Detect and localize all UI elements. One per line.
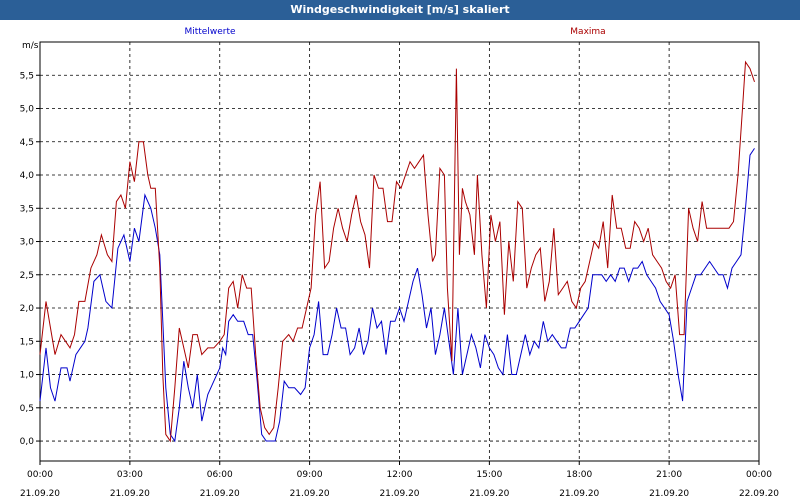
y-tick-label: 0,5 xyxy=(20,404,34,414)
x-axis: 00:00 21.09.20 03:00 21.09.20 06:00 21.09.20 0… xyxy=(20,461,779,499)
y-axis: 0,0 0,5 1,0 1,5 2,0 2,5 3,0 3,5 4,0 4,5 5,0 5,5 xyxy=(20,71,40,447)
y-tick-label: 4,0 xyxy=(20,171,35,181)
y-axis-label: m/s xyxy=(22,41,39,51)
y-tick-label: 5,5 xyxy=(20,71,34,81)
legend-mittelwerte: Mittelwerte xyxy=(184,27,235,37)
x-tick-time: 15:00 xyxy=(476,470,502,480)
x-tick-date: 21.09.20 xyxy=(649,489,689,499)
x-tick-date: 21.09.20 xyxy=(469,489,509,499)
x-tick-time: 21:00 xyxy=(656,470,682,480)
x-tick-date: 22.09.20 xyxy=(739,489,779,499)
y-tick-label: 0,0 xyxy=(20,437,35,447)
chart-area: 0,0 0,5 1,0 1,5 2,0 2,5 3,0 3,5 4,0 4,5 5,0 5,5 00:… xyxy=(0,20,800,500)
y-tick-label: 2,5 xyxy=(20,271,34,281)
x-tick-time: 18:00 xyxy=(566,470,592,480)
grid-lines xyxy=(40,42,759,461)
x-tick-date: 21.09.20 xyxy=(20,489,60,499)
x-tick-time: 06:00 xyxy=(207,470,233,480)
x-tick-time: 00:00 xyxy=(746,470,772,480)
x-tick-time: 00:00 xyxy=(27,470,53,480)
y-tick-label: 3,5 xyxy=(20,204,34,214)
x-tick-time: 12:00 xyxy=(387,470,413,480)
x-tick-time: 09:00 xyxy=(297,470,323,480)
x-tick-date: 21.09.20 xyxy=(559,489,599,499)
wind-speed-chart: 0,0 0,5 1,0 1,5 2,0 2,5 3,0 3,5 4,0 4,5 5,0 5,5 00:… xyxy=(20,27,780,499)
y-tick-label: 5,0 xyxy=(20,105,35,115)
window-title: Windgeschwindigkeit [m/s] skaliert xyxy=(0,0,800,20)
x-tick-date: 21.09.20 xyxy=(200,489,240,499)
series-lines xyxy=(39,60,755,443)
x-tick-time: 03:00 xyxy=(117,470,143,480)
legend-maxima: Maxima xyxy=(570,27,605,37)
y-tick-label: 3,0 xyxy=(20,238,35,248)
x-tick-date: 21.09.20 xyxy=(379,489,419,499)
y-tick-label: 1,5 xyxy=(20,337,34,347)
y-tick-label: 4,5 xyxy=(20,138,34,148)
x-tick-date: 21.09.20 xyxy=(290,489,330,499)
y-tick-label: 1,0 xyxy=(20,371,35,381)
series-line-mittelwerte xyxy=(39,148,755,443)
series-line-maxima xyxy=(39,60,755,443)
x-tick-date: 21.09.20 xyxy=(110,489,150,499)
y-tick-label: 2,0 xyxy=(20,304,35,314)
